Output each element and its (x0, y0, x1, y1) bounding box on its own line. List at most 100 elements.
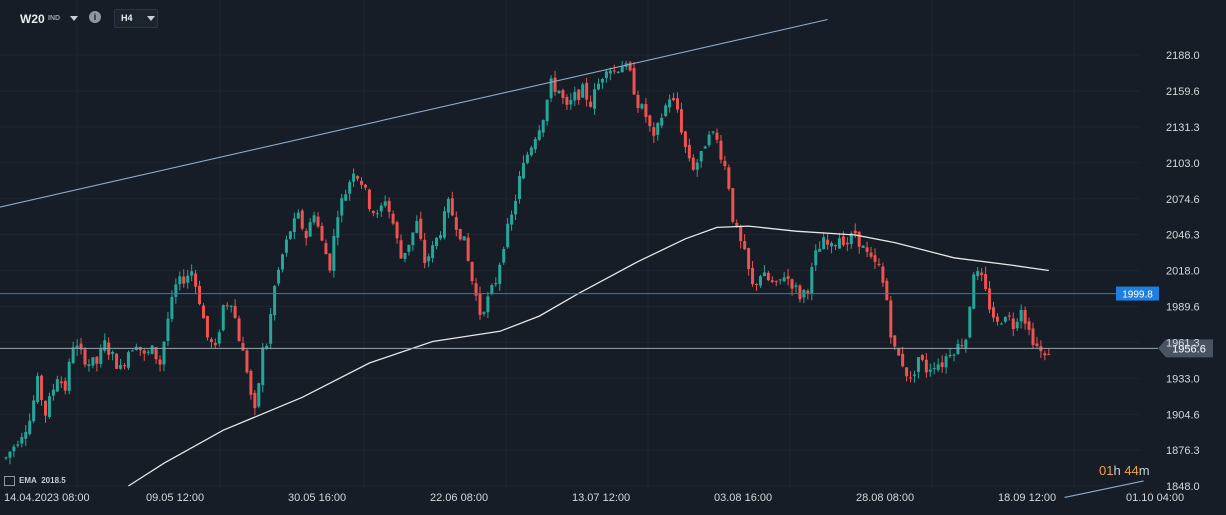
timeframe-select[interactable]: H4 (114, 9, 158, 28)
candle-body (541, 120, 545, 133)
candle-body (980, 272, 984, 276)
candle-body (146, 351, 150, 353)
candle-body (806, 290, 810, 294)
candle-body (648, 115, 652, 127)
candle-body (439, 235, 442, 239)
candle-body (375, 213, 379, 215)
candle-body (466, 237, 470, 261)
symbol-label[interactable]: W20 (20, 12, 45, 26)
candle-body (561, 90, 565, 99)
candle-body (51, 389, 55, 396)
candle-body (454, 217, 458, 230)
candle-body (924, 359, 928, 373)
x-tick-label: 03.08 16:00 (714, 492, 772, 504)
candle-body (281, 254, 284, 270)
x-tick-label: 28.08 08:00 (856, 492, 914, 504)
candle-body (940, 362, 944, 367)
candle-body (988, 288, 992, 310)
candle-body (786, 276, 790, 279)
indicator-legend[interactable]: EMA 2018.5 (4, 476, 66, 486)
candle-body (968, 306, 972, 338)
candle-body (277, 269, 281, 284)
candle-body (336, 217, 340, 238)
candle-body (1003, 317, 1007, 322)
candle-body (616, 71, 620, 73)
candle-body (1047, 354, 1051, 356)
candle-body (514, 200, 518, 215)
y-tick-label: 2159.6 (1166, 86, 1200, 98)
candle-body (668, 99, 672, 108)
chart-toolbar: W20 IND i H4 (0, 0, 300, 36)
candle-body (245, 350, 249, 373)
candle-body (99, 348, 103, 365)
candle-body (719, 140, 723, 160)
candle-body (557, 90, 561, 94)
candle-body (510, 214, 514, 225)
candle-body (620, 65, 624, 73)
candle-body (889, 300, 893, 338)
candle-body (241, 343, 245, 351)
candle-body (525, 154, 529, 164)
candle-body (549, 78, 553, 99)
candle-body (612, 70, 616, 72)
candle-body (664, 105, 668, 116)
candle-body (751, 268, 755, 285)
candle-body (869, 252, 873, 257)
candle-body (628, 62, 632, 71)
candle-body (71, 347, 75, 364)
candle-body (229, 305, 233, 307)
candle-body (960, 345, 964, 347)
candle-body (644, 104, 648, 117)
candle-body (166, 318, 170, 342)
upper-trendline (0, 18, 828, 208)
candle-body (32, 400, 36, 422)
candle-body (711, 131, 715, 133)
candle-body (363, 184, 367, 188)
symbol-dropdown-chevron-icon[interactable] (70, 16, 78, 21)
candle-countdown: 01h 44m (1099, 463, 1150, 478)
candle-body (727, 167, 731, 189)
candle-body (316, 216, 320, 227)
candle-body (340, 198, 344, 216)
candle-body (44, 400, 47, 416)
candle-body (324, 243, 328, 255)
candle-body (916, 357, 920, 372)
y-tick-label: 2103.0 (1166, 158, 1200, 170)
info-circle-icon[interactable]: i (89, 11, 101, 23)
candle-body (715, 132, 719, 140)
candle-body (213, 343, 217, 346)
candle-body (830, 243, 834, 247)
timeframe-value: H4 (121, 13, 133, 23)
candle-body (186, 275, 190, 283)
candle-body (123, 365, 126, 367)
candle-body (640, 104, 644, 109)
candle-body (328, 253, 332, 271)
candle-body (656, 123, 660, 135)
candle-body (743, 241, 747, 250)
candle-body (972, 274, 976, 309)
candle-body (284, 239, 288, 253)
candle-body (419, 218, 423, 239)
candle-body (691, 157, 695, 170)
candle-body (75, 345, 79, 349)
candle-body (703, 146, 707, 149)
candle-body (707, 134, 711, 146)
candle-body (652, 127, 656, 136)
indicator-settings-icon[interactable] (4, 476, 15, 486)
y-tick-label: 2188.0 (1166, 50, 1200, 62)
candle-body (747, 248, 751, 269)
candle-body (498, 264, 502, 284)
candle-body (87, 364, 91, 367)
candle-body (731, 188, 735, 222)
candle-body (257, 383, 261, 407)
y-tick-label: 1961.3 (1166, 337, 1200, 349)
candle-body (529, 147, 533, 156)
candle-body (695, 162, 699, 170)
candle-body (1043, 353, 1047, 356)
candle-body (178, 276, 182, 285)
candle-body (810, 267, 814, 294)
x-tick-label: 13.07 12:00 (572, 492, 630, 504)
candle-body (403, 252, 407, 259)
